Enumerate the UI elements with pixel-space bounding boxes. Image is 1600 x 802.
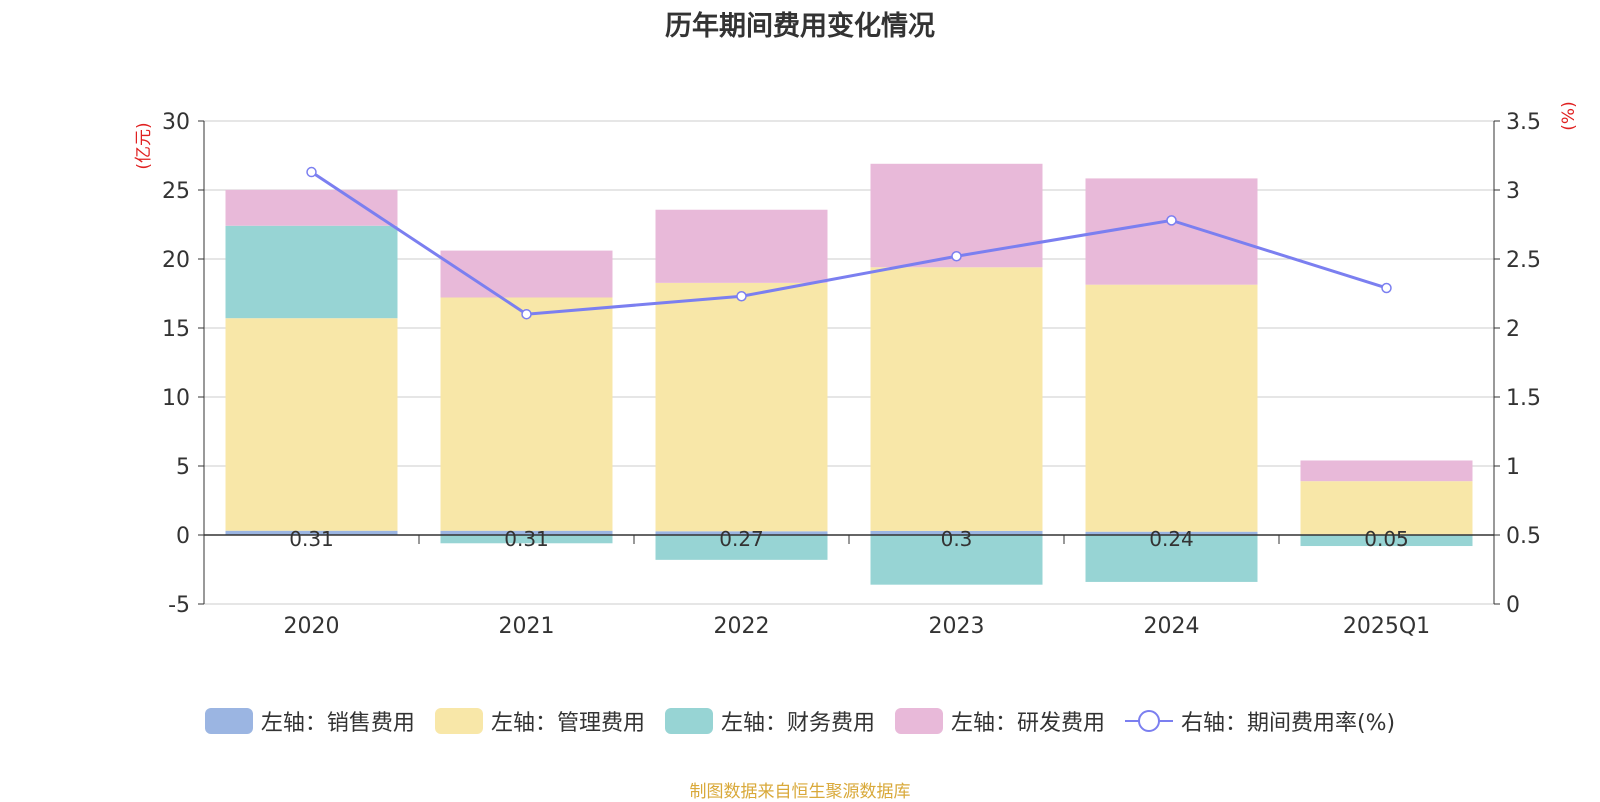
legend-item-admin[interactable]: 左轴：管理费用 [434,705,645,737]
left-axis-tick-label: 30 [162,110,190,135]
rate-point-2021 [521,308,532,320]
rate-point-2023 [951,250,962,262]
legend-swatch-admin [434,708,483,734]
bar-segment-1-2023 [870,530,1043,535]
left-axis-tick-label: 20 [162,248,190,273]
legend-label-rate: 右轴：期间费用率(%) [1180,711,1396,736]
bar-segment-2-2021 [440,297,613,531]
bar-segment-3-2020 [225,225,398,319]
right-axis-tick-label: 2 [1506,317,1520,342]
bar-value-label: 0.31 [504,527,549,551]
x-axis-tick-label: 2023 [929,614,985,639]
x-axis-tick-label: 2022 [714,614,770,639]
bar-segment-3-2022 [655,535,828,560]
bar-segment-1-2020 [225,530,398,535]
bar-segment-3-2023 [870,535,1043,585]
right-axis-tick-label: 3 [1506,179,1520,204]
bar-segment-2-2025Q1 [1300,481,1473,535]
bar-value-label: 0.31 [289,527,334,551]
bar-segment-3-2025Q1 [1300,535,1473,547]
rate-point-2025Q1 [1381,282,1392,294]
right-axis-tick-label: 3.5 [1506,110,1541,135]
bar-segment-2-2023 [870,267,1043,531]
legend-label-rd: 左轴：研发费用 [950,711,1105,736]
legend-item-sales[interactable]: 左轴：销售费用 [204,705,415,737]
right-axis-unit-label: (%) [1559,101,1579,130]
legend-item-finance[interactable]: 左轴：财务费用 [664,705,875,737]
bar-segment-3-2024 [1085,535,1258,582]
bar-segment-1-2024 [1085,531,1258,535]
left-axis-tick-label: 15 [162,317,190,342]
legend-label-sales: 左轴：销售费用 [260,711,415,736]
rate-line [310,170,1387,316]
bar-segment-4-2023 [870,163,1043,268]
left-axis-tick-label: 25 [162,179,190,204]
legend: 左轴：销售费用 左轴：管理费用 左轴：财务费用 左轴：研发费用 右轴：期间费用率… [0,703,1600,739]
bar-value-label: 0.24 [1149,527,1194,551]
left-axis-tick-label: 0 [176,524,190,549]
bar-value-label: 0.27 [719,527,764,551]
bar-segment-1-2021 [440,530,613,535]
right-axis-tick-label: 0 [1506,593,1520,618]
x-axis-tick-label: 2021 [499,614,555,639]
bar-value-label: 0.3 [941,527,973,551]
bar-segment-4-2021 [440,250,613,298]
source-footer: 制图数据来自恒生聚源数据库 [689,782,911,802]
right-axis-tick-label: 0.5 [1506,524,1541,549]
bar-segment-2-2024 [1085,284,1258,532]
bar-segment-4-2024 [1085,178,1258,285]
bar-segment-4-2025Q1 [1300,460,1473,482]
bar-segment-3-2021 [440,535,613,544]
legend-label-admin: 左轴：管理费用 [490,711,645,736]
left-axis-tick-label: 5 [176,455,190,480]
legend-swatch-sales [204,708,253,734]
chart-title: 历年期间费用变化情况 [665,11,935,42]
bar-value-label: 0.05 [1364,527,1409,551]
legend-item-rate[interactable]: 右轴：期间费用率(%) [1124,705,1396,737]
rate-point-2020 [306,166,317,178]
bar-segment-2-2022 [655,282,828,532]
legend-item-rd[interactable]: 左轴：研发费用 [894,705,1105,737]
bar-segment-2-2020 [225,318,398,531]
left-axis-tick-label: -5 [168,593,190,618]
rate-point-2022 [736,291,747,302]
x-axis-tick-label: 2025Q1 [1343,614,1430,639]
legend-line-marker-icon [1124,710,1173,732]
right-axis-tick-label: 1.5 [1506,386,1541,411]
x-axis-tick-label: 2024 [1144,614,1200,639]
right-axis-tick-label: 2.5 [1506,248,1541,273]
rate-point-2024 [1166,215,1177,226]
right-axis-tick-label: 1 [1506,455,1520,480]
x-axis-tick-label: 2020 [284,614,340,639]
legend-swatch-rd [894,708,943,734]
bar-segment-1-2022 [655,531,828,535]
left-axis-unit-label: (亿元) [134,122,154,169]
bar-segment-4-2022 [655,209,828,283]
legend-label-finance: 左轴：财务费用 [720,711,875,736]
bar-segment-4-2020 [225,189,398,226]
legend-swatch-finance [664,708,713,734]
left-axis-tick-label: 10 [162,386,190,411]
